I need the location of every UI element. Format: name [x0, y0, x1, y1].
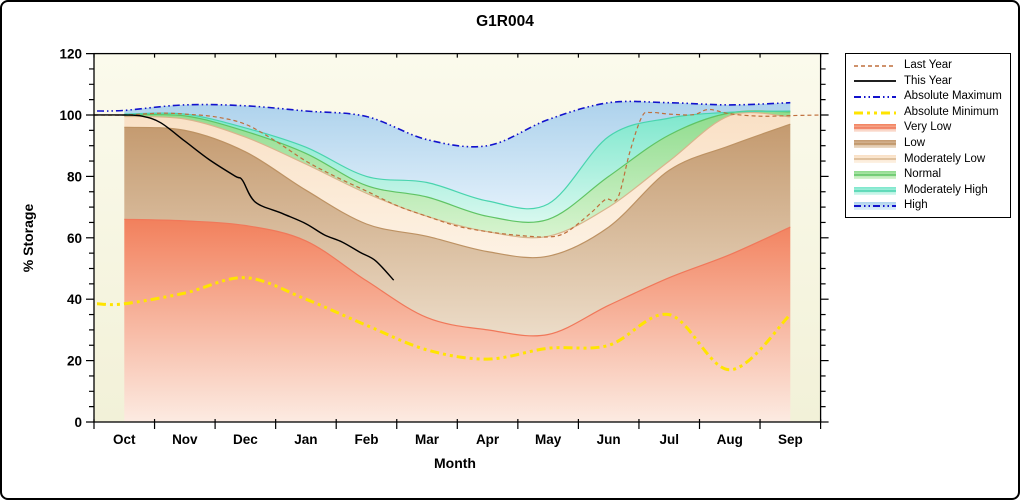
band-high: [124, 101, 791, 209]
y-tick-label: 60: [67, 231, 82, 246]
legend-label-this-year: This Year: [904, 74, 952, 87]
line-last-year: [93, 108, 821, 238]
legend-item-normal: Normal: [853, 167, 1008, 183]
legend-item-absolute-maximum: Absolute Maximum: [853, 89, 1008, 105]
band-edge-normal: [124, 110, 791, 223]
legend-label-absolute-maximum: Absolute Maximum: [904, 90, 1002, 103]
x-tick-label: Nov: [172, 432, 198, 447]
legend-item-this-year: This Year: [853, 74, 1008, 90]
legend-item-very-low: Very Low: [853, 120, 1008, 136]
axis-ticks: [86, 52, 829, 429]
x-tick-label: Dec: [233, 432, 258, 447]
legend-item-low: Low: [853, 136, 1008, 152]
plot-frame: [93, 52, 822, 423]
x-tick-label: Jun: [597, 432, 621, 447]
band-edge-moderately-high: [124, 110, 791, 210]
x-tick-label: Oct: [113, 432, 136, 447]
legend-label-moderately-high: Moderately High: [904, 183, 988, 196]
chart-title: G1R004: [476, 13, 534, 30]
legend-swatch-low: [854, 139, 896, 148]
x-tick-label: Feb: [354, 432, 378, 447]
legend-label-very-low: Very Low: [904, 121, 952, 134]
x-tick-label: Mar: [415, 432, 440, 447]
y-tick-label: 0: [74, 415, 82, 430]
x-tick-label: Sep: [778, 432, 803, 447]
line-this-year: [93, 114, 395, 281]
legend-label-moderately-low: Moderately Low: [904, 152, 986, 165]
legend-label-normal: Normal: [904, 168, 942, 181]
x-tick-label: Aug: [717, 432, 743, 447]
legend-swatch-last-year: [854, 64, 896, 67]
legend-swatch-very-low: [854, 124, 896, 133]
legend-swatch-this-year: [854, 80, 896, 83]
legend-label-low: Low: [904, 137, 926, 150]
legend-item-moderately-high: Moderately High: [853, 183, 1008, 199]
legend-swatch-high: [854, 202, 896, 211]
legend-swatch-absolute-maximum: [854, 95, 896, 98]
band-edge-very-low: [124, 218, 791, 337]
legend-label-absolute-minimum: Absolute Minimum: [904, 105, 999, 118]
y-tick-label: 40: [67, 292, 82, 307]
legend-box: Last Year This Year Absolute Maximum Absolu…: [845, 53, 1011, 218]
legend-item-high: High: [853, 198, 1008, 214]
legend-swatch-normal: [854, 170, 896, 179]
legend-item-moderately-low: Moderately Low: [853, 152, 1008, 168]
y-tick-label: 100: [59, 108, 82, 123]
legend-label-last-year: Last Year: [904, 59, 952, 72]
legend-item-last-year: Last Year: [853, 58, 1008, 74]
band-moderately-low: [124, 112, 791, 258]
band-edge-moderately-low: [124, 112, 791, 239]
legend-swatch-moderately-low: [854, 155, 896, 164]
y-tick-label: 120: [59, 47, 82, 62]
band-very-low: [124, 219, 791, 422]
x-axis-title: Month: [434, 455, 476, 471]
legend-swatch-absolute-minimum: [854, 111, 896, 115]
y-tick-label: 20: [67, 354, 82, 369]
band-normal: [124, 110, 791, 238]
legend-item-absolute-minimum: Absolute Minimum: [853, 105, 1008, 121]
band-edge-low: [124, 123, 791, 259]
band-low: [124, 124, 791, 336]
x-tick-label: Jan: [294, 432, 317, 447]
legend-swatch-moderately-high: [854, 186, 896, 195]
x-tick-label: Jul: [659, 432, 679, 447]
x-tick-label: May: [535, 432, 562, 447]
legend-label-high: High: [904, 199, 928, 212]
x-tick-label: Apr: [476, 432, 500, 447]
y-tick-label: 80: [67, 169, 82, 184]
band-moderately-high: [124, 110, 791, 223]
